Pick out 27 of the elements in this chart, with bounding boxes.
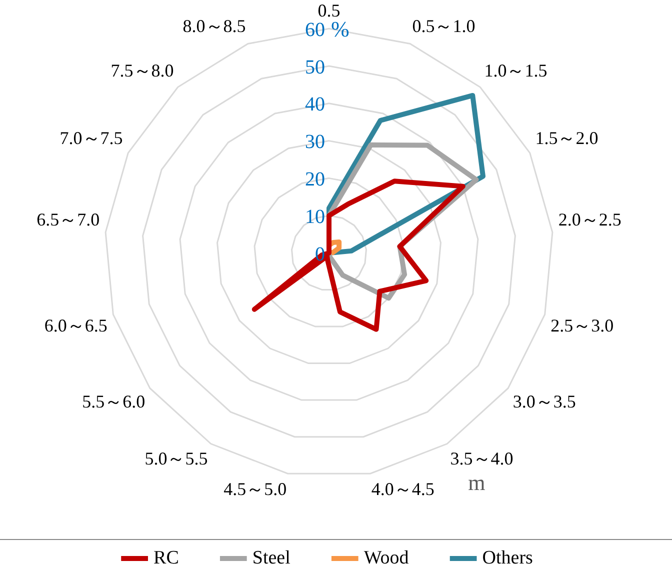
y-tick-label: 40 <box>305 94 325 116</box>
text: m <box>468 470 486 495</box>
spoke-label: 4.0～4.5 <box>371 479 434 500</box>
spoke-label: 7.5～8.0 <box>110 60 174 81</box>
spoke-label: 4.5～5.0 <box>224 479 287 500</box>
spoke-label: 0.5～1.0 <box>412 16 476 36</box>
legend-label: Wood <box>364 547 410 568</box>
y-tick-label: 60 <box>305 18 325 41</box>
y-tick-label: 50 <box>305 56 325 78</box>
spoke-label: 1.0～1.5 <box>484 60 548 81</box>
spoke-label: 6.0～6.5 <box>44 316 108 336</box>
y-tick-label: 10 <box>305 206 325 228</box>
legend-label: Others <box>482 547 533 568</box>
spoke-label: 1.5～2.0 <box>535 128 598 148</box>
spoke-label: 5.5～6.0 <box>82 391 146 412</box>
spoke-label: 2.5～3.0 <box>550 316 614 336</box>
legend-label: Steel <box>252 547 290 568</box>
spoke-label: 6.5～7.0 <box>36 210 100 230</box>
spoke-label: 5.0～5.5 <box>144 448 208 468</box>
legend-label: RC <box>154 547 179 568</box>
y-tick-label: 20 <box>305 168 325 190</box>
spoke-label: 3.0～3.5 <box>512 391 576 412</box>
spoke-label: 2.0～2.5 <box>558 210 622 230</box>
y-tick-label: 30 <box>305 131 325 154</box>
spoke-label: 8.0～8.5 <box>182 16 246 36</box>
spoke-label: 3.5～4.0 <box>450 448 514 468</box>
spoke-label: 7.0～7.5 <box>60 128 123 148</box>
